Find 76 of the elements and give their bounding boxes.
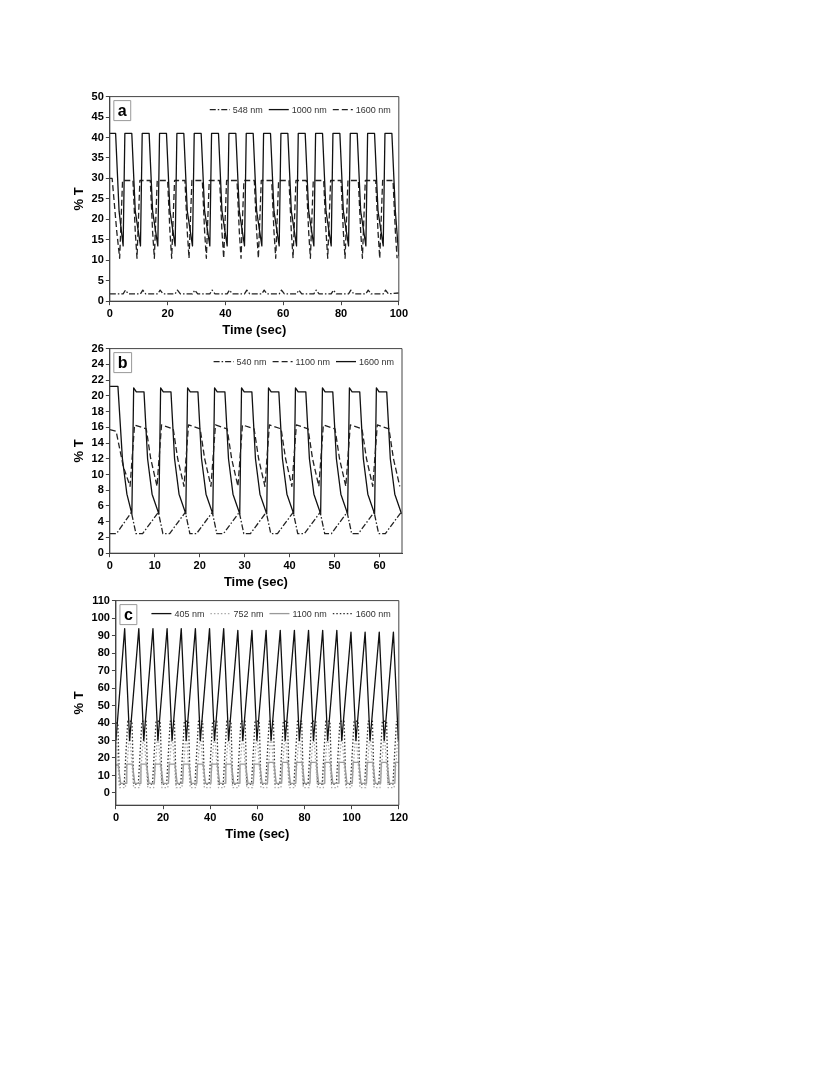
y-tick-label: 22 — [91, 373, 104, 386]
x-tick-label: 80 — [334, 306, 348, 319]
x-tick-label: 30 — [238, 558, 251, 571]
y-tick-label: 40 — [97, 716, 110, 729]
y-tick-label: 16 — [91, 420, 104, 433]
x-tick-label: 40 — [283, 558, 296, 571]
y-tick-label: 0 — [97, 294, 104, 307]
y-tick-label: 30 — [97, 733, 110, 746]
y-axis-title: % T — [71, 439, 87, 463]
x-tick-label: 80 — [298, 810, 311, 823]
y-tick-label: 70 — [97, 663, 110, 676]
x-tick-label: 20 — [156, 810, 170, 823]
legend-label: 1600 nm — [355, 608, 391, 619]
y-tick-label: 6 — [97, 499, 104, 512]
x-tick-label: 120 — [389, 810, 408, 823]
y-tick-label: 14 — [91, 436, 105, 449]
y-tick-label: 20 — [97, 751, 110, 764]
y-tick-label: 35 — [91, 151, 104, 164]
y-tick-label: 0 — [103, 785, 110, 798]
y-tick-label: 30 — [91, 171, 104, 184]
x-tick-label: 60 — [277, 306, 290, 319]
legend-label: 752 nm — [233, 608, 264, 619]
legend-label: 540 nm — [236, 356, 267, 367]
y-tick-label: 90 — [97, 628, 110, 641]
y-tick-label: 60 — [97, 681, 110, 694]
y-tick-label: 5 — [97, 273, 104, 286]
y-tick-label: 45 — [91, 110, 104, 123]
line-series — [109, 424, 401, 487]
y-tick-label: 18 — [91, 404, 104, 417]
y-tick-label: 20 — [91, 388, 104, 401]
annotation: b — [117, 353, 128, 371]
y-tick-label: 8 — [97, 483, 104, 496]
y-tick-label: 20 — [91, 212, 104, 225]
x-tick-label: 40 — [204, 810, 217, 823]
legend-label: 1100 nm — [292, 608, 327, 619]
legend-label: 1000 nm — [291, 104, 327, 115]
x-tick-label: 20 — [161, 306, 174, 319]
x-tick-label: 40 — [219, 306, 232, 319]
y-tick-label: 80 — [97, 646, 110, 659]
y-axis-title: % T — [71, 691, 87, 715]
legend-label: 405 nm — [174, 608, 205, 619]
y-tick-label: 10 — [91, 253, 104, 266]
y-tick-label: 110 — [92, 593, 110, 606]
y-tick-label: 40 — [91, 130, 104, 143]
y-tick-label: 12 — [91, 451, 104, 464]
y-tick-label: 10 — [97, 768, 110, 781]
legend-label: 548 nm — [232, 104, 263, 115]
y-axis-title: % T — [71, 187, 87, 211]
x-tick-label: 10 — [148, 558, 161, 571]
line-series — [109, 177, 398, 259]
x-tick-label: 60 — [251, 810, 264, 823]
y-tick-label: 50 — [91, 89, 104, 102]
x-tick-label: 100 — [342, 810, 361, 823]
legend-label: 1600 nm — [358, 356, 395, 367]
legend-label: 1100 nm — [295, 356, 330, 367]
y-tick-label: 26 — [91, 341, 104, 354]
y-tick-label: 15 — [91, 232, 104, 245]
y-tick-label: 100 — [91, 611, 110, 624]
y-tick-label: 2 — [97, 530, 104, 543]
y-tick-label: 4 — [97, 514, 105, 527]
y-tick-label: 0 — [97, 546, 104, 559]
x-tick-label: 20 — [193, 558, 206, 571]
legend-label: 1600 nm — [355, 104, 391, 115]
y-tick-label: 50 — [97, 698, 110, 711]
x-axis-title: Time (sec) — [222, 321, 287, 337]
y-tick-label: 10 — [91, 467, 104, 480]
x-tick-label: 0 — [112, 810, 120, 823]
annotation: c — [123, 605, 133, 623]
annotation: a — [117, 101, 127, 119]
y-tick-label: 25 — [91, 191, 104, 204]
x-tick-label: 60 — [373, 558, 386, 571]
x-tick-label: 100 — [389, 306, 408, 319]
x-axis-title: Time (sec) — [225, 825, 290, 841]
y-tick-label: 24 — [91, 357, 105, 370]
x-axis-title: Time (sec) — [223, 573, 288, 589]
x-tick-label: 50 — [328, 558, 341, 571]
